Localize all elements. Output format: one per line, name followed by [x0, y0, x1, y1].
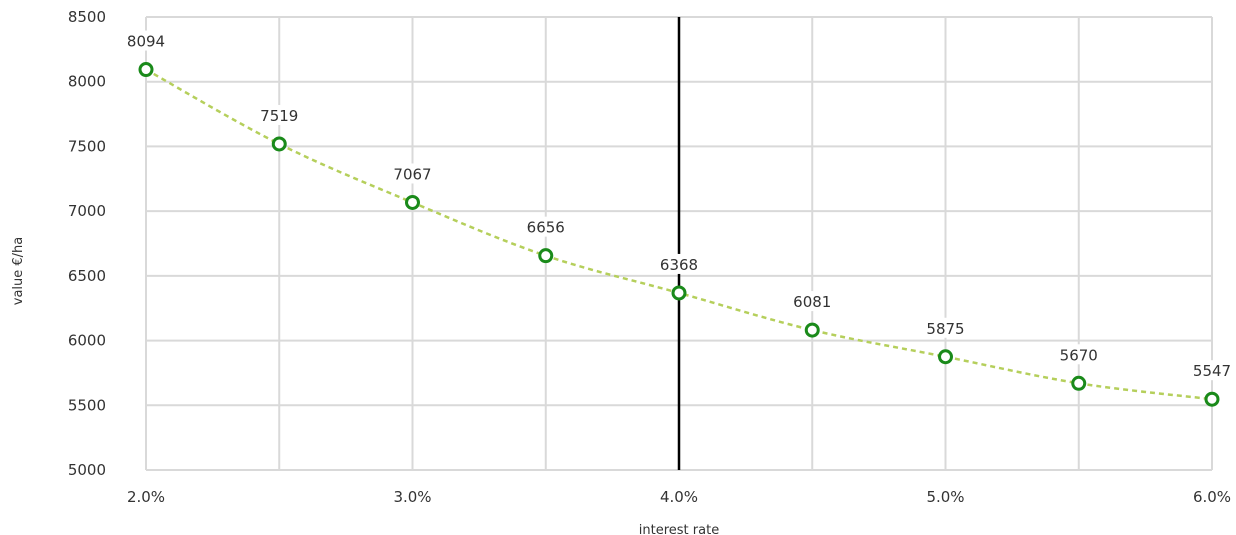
data-point — [271, 136, 287, 152]
data-labels: 8094 7519 7067 6656 6368 6081 5875 5670 5547 — [124, 30, 1234, 381]
data-point — [938, 349, 953, 365]
y-axis-title: value €/ha — [11, 237, 26, 306]
data-label: 6656 — [527, 219, 565, 237]
data-point — [1204, 391, 1220, 407]
data-label-background — [790, 291, 835, 312]
y-tick-label: 6000 — [68, 332, 106, 350]
y-tick-label: 6500 — [68, 267, 106, 285]
y-tick-label: 7500 — [68, 137, 106, 155]
data-label-background — [1190, 360, 1234, 381]
data-label: 7067 — [393, 165, 431, 183]
data-point — [1071, 375, 1087, 391]
data-label-background — [523, 216, 568, 237]
data-label-background — [124, 30, 168, 51]
data-point — [138, 62, 154, 78]
y-tick-label: 7000 — [68, 202, 106, 220]
y-tick-label: 5000 — [68, 461, 106, 479]
tick-labels: 5000 5500 6000 6500 7000 7500 8000 8500 2.0% 3.0%… — [68, 8, 1231, 506]
data-point — [405, 194, 420, 210]
data-label-background — [257, 104, 302, 125]
data-point — [538, 248, 554, 264]
x-tick-label: 6.0% — [1193, 488, 1231, 506]
y-tick-label: 5500 — [68, 396, 106, 414]
data-label-background — [390, 163, 435, 184]
x-tick-label: 5.0% — [926, 488, 964, 506]
x-axis-title: interest rate — [639, 523, 719, 535]
data-label: 5670 — [1060, 346, 1098, 364]
data-label: 6368 — [660, 256, 698, 274]
data-points — [138, 62, 1220, 407]
x-tick-label: 4.0% — [660, 488, 698, 506]
data-label: 5875 — [926, 320, 964, 338]
data-label-background — [1056, 344, 1101, 365]
data-label-background — [923, 317, 968, 338]
data-label: 6081 — [793, 293, 831, 311]
data-label: 8094 — [127, 33, 165, 51]
x-tick-label: 2.0% — [127, 488, 165, 506]
y-tick-label: 8000 — [68, 73, 106, 91]
data-label-background — [657, 253, 701, 274]
data-label: 7519 — [260, 107, 298, 125]
y-tick-label: 8500 — [68, 8, 106, 26]
data-point — [804, 322, 820, 338]
data-label: 5547 — [1193, 362, 1231, 380]
data-point — [671, 285, 687, 301]
x-tick-label: 3.0% — [393, 488, 431, 506]
